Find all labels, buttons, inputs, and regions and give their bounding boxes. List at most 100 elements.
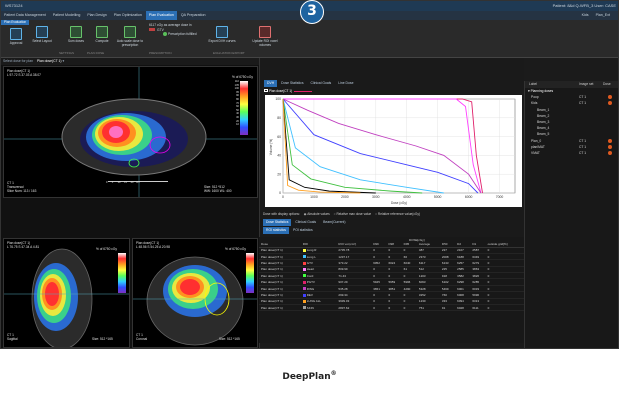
cell-roi: Lung L: [300, 253, 337, 261]
transversal-view[interactable]: Plan dose(CT 1) L 97.72 S 37.03 A 38.07 …: [3, 66, 258, 198]
export-dvh-button[interactable]: Export DVH curves: [206, 26, 238, 52]
tab-clinical-goals[interactable]: Clinical Goals: [310, 81, 332, 85]
table-row[interactable]: Plan dose(CT 1) Lung R 2735.78 0 0 0 487 227 210…: [259, 247, 524, 254]
cell-vol: 373.22: [336, 259, 372, 267]
approval-button[interactable]: Approval: [3, 28, 29, 54]
tab-line-dose[interactable]: Line Dose: [338, 81, 354, 85]
update-roi-button[interactable]: Update ROI voxel volumes: [247, 26, 283, 52]
prescription-info: 6117 cGy as average dose in GTV Prescrip…: [149, 23, 197, 37]
roi-color-swatch: [302, 268, 306, 272]
list-item[interactable]: Poop CT 1: [525, 94, 618, 100]
cell-d95: 4290: [401, 285, 417, 293]
menu-plan-optimization[interactable]: Plan Optimization: [113, 13, 142, 17]
view-orientation: Sagittal: [7, 337, 18, 341]
list-item[interactable]: planIMAT CT 1: [525, 144, 618, 150]
tab-roi-statistics[interactable]: ROI statistics: [263, 227, 289, 234]
plan-chip[interactable]: Plan dose(CT 1): [264, 88, 313, 94]
column-header[interactable]: D98: [386, 241, 402, 248]
list-item[interactable]: VMAT CT 1: [525, 150, 618, 156]
view-size: Size: 512 *165: [219, 337, 240, 341]
tab-clinical[interactable]: Clinical Goals: [295, 220, 317, 224]
table-row[interactable]: Plan dose(CT 1) LUNG ALL 3939.03 0 0 0 1230 333…: [259, 298, 524, 306]
dose-status-icon[interactable]: [608, 95, 612, 100]
cell-og: 0: [485, 266, 524, 274]
list-item[interactable]: Beam_2: [537, 113, 550, 118]
group-prescription: PRESCRIPTION: [149, 51, 172, 55]
tab-dose-statistics[interactable]: Dose Statistics: [281, 81, 304, 85]
plan-dose-list: Label Image set Dose ▾ Planning doses Po…: [524, 81, 618, 348]
cell-vol: 907.29: [336, 278, 372, 286]
select-layout-button[interactable]: Select Layout: [29, 26, 55, 52]
column-header[interactable]: D2: [455, 241, 471, 248]
roi-color-swatch: [302, 261, 306, 265]
cell-d95: 0: [401, 298, 417, 306]
dose-select[interactable]: Plan dose(CT 1): [36, 59, 62, 63]
column-header[interactable]: D99: [371, 241, 387, 248]
prescription-roi[interactable]: GTV: [157, 27, 164, 32]
list-item[interactable]: Kids CT 1: [525, 100, 618, 106]
list-item[interactable]: Beam_3: [537, 119, 550, 124]
menu-patient-data[interactable]: Patient Data Management: [4, 13, 46, 17]
list-item[interactable]: Beam_1: [537, 107, 550, 112]
dose-statistics-table: DOSE[cGy] Dose ROI ROI vol.(cm³) D99 D98 D95 A…: [259, 237, 524, 343]
auto-scale-button[interactable]: Auto scale dose to prescription: [115, 26, 145, 52]
table-row[interactable]: Plan dose(CT 1) RING 535.28 3651 3851 4290 532…: [259, 285, 524, 293]
subtab-plan-evaluation[interactable]: Plan Evaluation: [1, 20, 30, 25]
sum-doses-button[interactable]: Sum doses: [63, 26, 89, 52]
column-header[interactable]: outside grid[%]: [485, 241, 524, 248]
dose-status-icon[interactable]: [608, 150, 612, 155]
cell-avg: 5328: [416, 285, 440, 293]
compute-button[interactable]: Compute: [89, 26, 115, 52]
table-row[interactable]: Plan dose(CT 1) PGTV 907.29 5945 5959 5996 606…: [259, 278, 524, 286]
column-header[interactable]: D50: [439, 241, 456, 248]
view-title: Plan dose(CT 1): [7, 69, 31, 73]
cell-roi: Cord: [300, 272, 337, 280]
table-row[interactable]: Plan dose(CT 1) SKIN 2837.62 0 0 0 751 91 6028 61…: [259, 304, 524, 312]
table-header-row: Dose ROI ROI vol.(cm³) D99 D98 D95 Average D50 D…: [259, 241, 524, 248]
table-row[interactable]: Plan dose(CT 1) GTV 373.22 6052 6024 6040 6117…: [259, 259, 524, 267]
column-header[interactable]: D95: [401, 241, 417, 248]
list-item[interactable]: Beam_4: [537, 126, 550, 131]
menu-patient-modelling[interactable]: Patient Modelling: [52, 13, 81, 17]
tab-dose-stats[interactable]: Dose Statistics: [263, 219, 292, 226]
sagittal-view[interactable]: Plan dose(CT 1) L 76.75 S 47.34 A 4.81 %…: [3, 238, 130, 348]
cell-d50: 6102: [439, 278, 456, 286]
radio-relative-max[interactable]: ○ Relative max dose value: [333, 212, 372, 216]
patient-info: Patient: 8&d Q-WFB_3 User: CASE: [552, 3, 616, 8]
column-header[interactable]: Average: [416, 241, 440, 248]
dvh-series-line: [282, 98, 361, 194]
group-planning-doses[interactable]: ▾ Planning doses: [528, 89, 554, 93]
column-header[interactable]: Dose: [259, 241, 301, 248]
table-row[interactable]: Plan dose(CT 1) Cord 71.43 0 0 0 1203 918 3582 38…: [259, 272, 524, 280]
dose-status-icon[interactable]: [608, 144, 612, 149]
radio-absolute[interactable]: ◉ Absolute values: [303, 212, 330, 216]
table-row[interactable]: Plan dose(CT 1) DEV 299.34 0 0 0 3252 760 6008 59…: [259, 291, 524, 299]
dose-status-icon[interactable]: [608, 101, 612, 106]
plan-select[interactable]: Plan_Ext: [595, 13, 610, 17]
select-dose-bar: Select dose for plan Plan dose(CT 1) ▾: [1, 58, 259, 65]
menu-qa-preparation[interactable]: QA Preparation: [180, 13, 206, 17]
cell-d95: 5996: [401, 278, 417, 286]
coronal-view[interactable]: Plan dose(CT 1) L 48.56 S 54.25 A 20.98 …: [132, 238, 258, 348]
list-item[interactable]: Beam_5: [537, 132, 550, 137]
column-header[interactable]: ROI: [300, 241, 337, 248]
table-row[interactable]: Plan dose(CT 1) Lung L 1237.17 0 0 66 2373 2008…: [259, 253, 524, 261]
column-header[interactable]: ROI vol.(cm³): [336, 241, 372, 248]
update-icon: [259, 26, 271, 38]
target-select[interactable]: Kids: [581, 13, 589, 17]
menu-plan-evaluation[interactable]: Plan Evaluation: [145, 11, 177, 20]
column-header[interactable]: D1: [470, 241, 486, 248]
tab-poi-statistics[interactable]: POI statistics: [292, 228, 313, 232]
dose-status-icon[interactable]: [608, 138, 612, 143]
tab-beam[interactable]: Beam(Current): [323, 220, 346, 224]
coronal-image: [133, 256, 257, 346]
menu-plan-design[interactable]: Plan Design: [87, 13, 107, 17]
dvh-chart[interactable]: 0 1000 2000 3000 4000 5000 6000 7000 0 20 40 60 80 10…: [265, 95, 522, 207]
list-item[interactable]: Plan_0 CT 1: [525, 138, 618, 144]
tab-dvh[interactable]: DVH: [264, 80, 278, 87]
group-settings: SETTINGS: [59, 51, 75, 55]
sum-icon: [70, 26, 82, 38]
radio-relative-reference[interactable]: ○ Relative reference value(cGy): [375, 212, 421, 216]
view-coords: L 76.75 S 47.34 A 4.81: [7, 245, 40, 249]
table-row[interactable]: Plan dose(CT 1) Heart 809.99 0 0 61 512 225 2585…: [259, 266, 524, 274]
